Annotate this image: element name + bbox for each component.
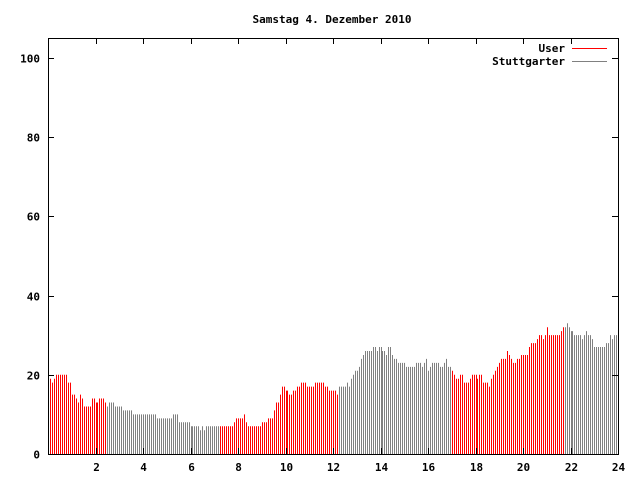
x-tick-label: 12 (327, 461, 340, 474)
x-tick-label: 4 (140, 461, 147, 474)
legend-label-user: User (539, 42, 566, 55)
chart-title: Samstag 4. Dezember 2010 (253, 13, 412, 26)
x-tick-label: 6 (188, 461, 195, 474)
x-tick-label: 2 (93, 461, 100, 474)
y-tick-label: 0 (33, 449, 40, 462)
y-axis: 0 20 40 60 80 100 (20, 53, 618, 462)
bars-group (48, 323, 617, 454)
x-tick-label: 8 (235, 461, 242, 474)
x-tick-label: 14 (375, 461, 389, 474)
y-tick-label: 40 (27, 291, 40, 304)
y-tick-label: 20 (27, 370, 40, 383)
x-tick-label: 18 (470, 461, 483, 474)
x-tick-label: 16 (422, 461, 436, 474)
y-tick-label: 100 (20, 53, 40, 66)
x-tick-label: 10 (280, 461, 293, 474)
x-tick-label: 20 (517, 461, 530, 474)
y-tick-label: 80 (27, 132, 40, 145)
legend: User Stuttgarter (492, 42, 607, 68)
x-tick-label: 22 (565, 461, 578, 474)
x-axis: 2 4 6 8 10 12 14 16 18 20 22 24 (93, 38, 625, 474)
legend-label-stuttgarter: Stuttgarter (492, 55, 565, 68)
x-tick-label: 24 (612, 461, 626, 474)
y-tick-label: 60 (27, 211, 40, 224)
